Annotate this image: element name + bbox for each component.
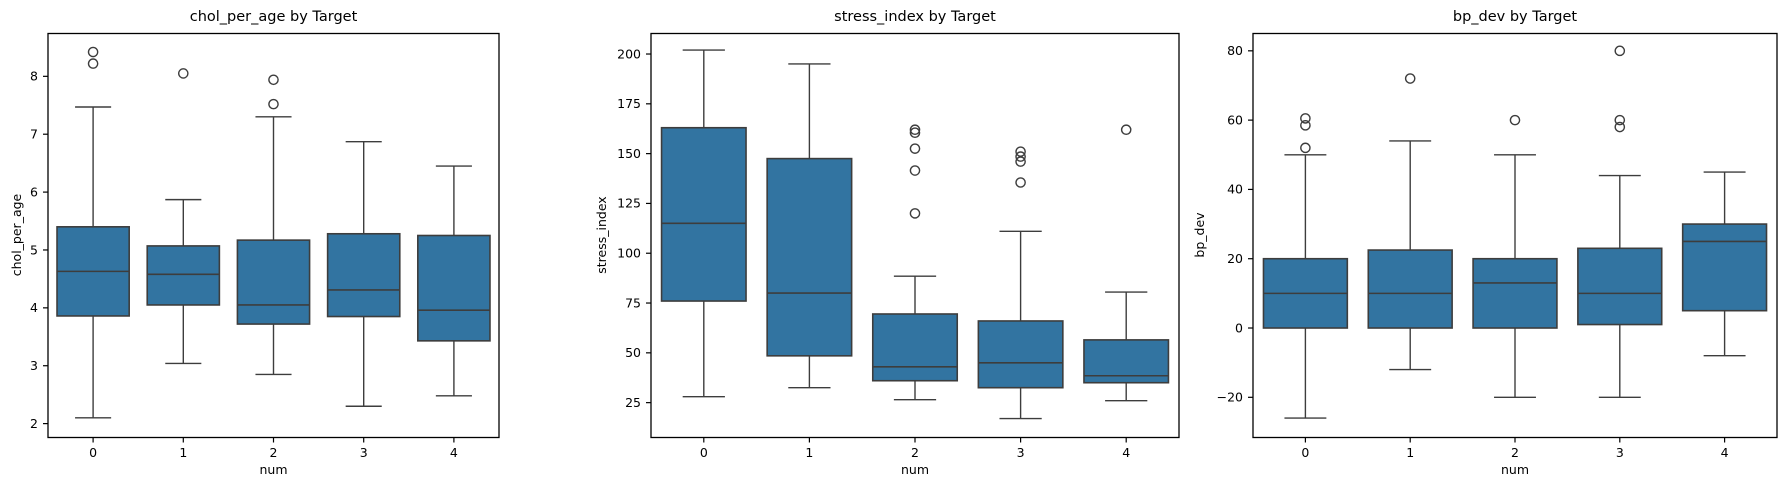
outlier-marker [177, 68, 189, 79]
y-tick-label: 125 [617, 196, 641, 211]
box-rect [1577, 247, 1663, 326]
y-tick-label: 150 [617, 146, 641, 161]
outlier-marker [1614, 114, 1626, 126]
outlier-marker [1015, 146, 1026, 157]
x-tick-label: 4 [1721, 445, 1729, 460]
x-tick-label: 1 [1406, 445, 1414, 460]
box-rect [871, 313, 959, 382]
box-rect [660, 126, 747, 302]
subplot2-title: stress_index by Target [834, 9, 996, 25]
outlier-marker [268, 98, 279, 110]
y-tick-label: 75 [625, 295, 641, 310]
subplot3-xlabel: num [1500, 462, 1530, 477]
x-tick-label: 0 [700, 445, 708, 460]
axes-frame [1252, 32, 1778, 439]
y-tick-label: 3 [30, 358, 38, 373]
box-rect [146, 245, 221, 306]
y-tick-label: 175 [617, 96, 641, 111]
box-rect [766, 157, 853, 357]
x-tick-label: 2 [911, 445, 919, 460]
y-tick-label: 100 [617, 246, 641, 261]
subplot-bp_dev: −20 0 20 40 60 80 0 1 2 3 4 [1217, 32, 1778, 460]
subplot-stress_index: 25 50 75 100 125 150 175 200 0 1 2 3 4 [617, 32, 1180, 460]
y-tick-label: 4 [30, 300, 38, 315]
outlier-marker [1015, 177, 1026, 188]
outlier-marker [1015, 156, 1026, 167]
y-tick-label: −20 [1217, 390, 1243, 405]
y-tick-label: 8 [30, 69, 38, 84]
subplot1-xlabel: num [259, 462, 288, 477]
subplot1-title: chol_per_age by Target [189, 9, 358, 25]
y-tick-label: 7 [30, 127, 38, 142]
outlier-marker [1300, 142, 1311, 154]
subplot3-ylabel: bp_dev [1192, 212, 1207, 258]
outlier-marker [909, 143, 921, 154]
y-tick-label: 5 [30, 242, 38, 257]
outlier-marker [909, 127, 921, 139]
box-rect [326, 232, 401, 318]
subplot-chol_per_age: 2 3 4 5 6 7 8 0 1 2 3 4 [30, 32, 500, 460]
outlier-marker [87, 58, 99, 69]
x-tick-label: 0 [89, 445, 97, 460]
outlier-marker [1404, 73, 1416, 84]
box-rect [1367, 249, 1453, 329]
box-rect [1472, 257, 1558, 329]
outlier-marker [87, 46, 99, 58]
y-tick-label: 0 [1235, 320, 1243, 335]
outlier-marker [909, 208, 921, 219]
x-tick-label: 2 [1511, 445, 1519, 460]
y-tick-label: 60 [1227, 112, 1243, 127]
subplot3-title: bp_dev by Target [1452, 9, 1578, 25]
x-tick-label: 1 [805, 445, 813, 460]
y-tick-label: 20 [1227, 251, 1243, 266]
y-tick-label: 25 [625, 395, 641, 410]
outlier-marker [1509, 114, 1521, 126]
outlier-marker [909, 165, 921, 176]
outlier-marker [1614, 121, 1626, 133]
y-tick-label: 80 [1227, 43, 1243, 58]
box-rect [977, 320, 1064, 389]
x-tick-label: 1 [179, 445, 187, 460]
y-tick-label: 50 [625, 345, 641, 360]
x-tick-label: 3 [1017, 445, 1025, 460]
outlier-marker [1614, 45, 1626, 57]
box-rect [417, 234, 491, 342]
axes-frame [47, 32, 500, 439]
outlier-marker [1120, 124, 1132, 136]
x-tick-label: 3 [1616, 445, 1624, 460]
x-tick-label: 3 [360, 445, 368, 460]
outlier-marker [909, 124, 921, 136]
y-tick-label: 6 [30, 184, 38, 199]
x-tick-label: 4 [450, 445, 458, 460]
y-tick-label: 200 [617, 46, 641, 61]
outlier-marker [1015, 151, 1026, 162]
box-rect [1681, 223, 1768, 312]
x-tick-label: 0 [1301, 445, 1309, 460]
axes-frame [650, 32, 1180, 439]
subplot2-xlabel: num [900, 462, 930, 477]
y-tick-label: 2 [30, 416, 38, 431]
x-tick-label: 4 [1122, 445, 1130, 460]
outlier-marker [1300, 120, 1311, 131]
subplot2-ylabel: stress_index [594, 196, 609, 274]
outlier-marker [268, 74, 279, 86]
x-tick-label: 2 [270, 445, 278, 460]
box-rect [236, 239, 311, 325]
outlier-marker [1300, 113, 1311, 124]
y-tick-label: 40 [1227, 182, 1243, 197]
subplot1-ylabel: chol_per_age [9, 193, 24, 277]
